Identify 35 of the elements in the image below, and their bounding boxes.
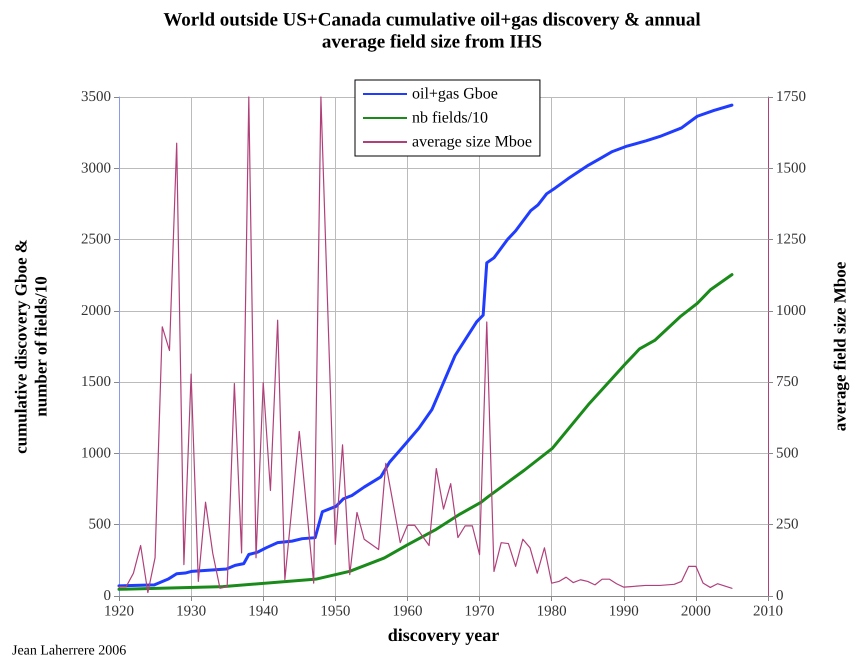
y2-tick-label: 500	[776, 445, 798, 462]
y-tick-label: 3500	[81, 89, 111, 105]
y-tick-label: 2000	[81, 302, 111, 319]
y2-tick-label: 1750	[776, 89, 806, 105]
y-tick-label: 500	[88, 516, 111, 533]
x-tick-label: 1970	[464, 604, 495, 620]
x-tick-label: 1960	[392, 604, 422, 620]
legend-label: nb fields/10	[412, 110, 488, 126]
y-tick-label: 3000	[81, 160, 111, 176]
y-tick-label: 2500	[81, 232, 111, 248]
y-axis-title: cumulative discovery Gboe & number of fields/10	[12, 239, 50, 454]
x-tick-label: 2010	[753, 604, 783, 620]
y-tick-label: 1000	[81, 445, 111, 462]
x-axis-title: discovery year	[388, 625, 500, 645]
y-tick-label: 1500	[81, 374, 111, 390]
chart-title: World outside US+Canada cumulative oil+gas discovery & annual average field size from IHS	[163, 10, 701, 52]
y2-tick-label: 1000	[776, 302, 806, 319]
x-tick-label: 2000	[680, 604, 711, 620]
x-tick-label: 1940	[248, 604, 278, 620]
y2-tick-label: 750	[776, 374, 798, 390]
x-tick-label: 1950	[320, 604, 350, 620]
x-tick-label: 1930	[176, 604, 206, 620]
text: Jean Laherrere 2006	[12, 644, 126, 658]
y2-tick-label: 0	[776, 588, 784, 604]
line-series	[118, 273, 734, 591]
x-tick-label: 1920	[104, 604, 134, 620]
y2-tick-label: 1500	[776, 160, 806, 176]
legend-label: average size Mboe	[412, 134, 532, 150]
y2-tick-label: 1250	[776, 232, 806, 248]
x-tick-label: 1980	[536, 604, 567, 620]
x-tick-label: 1990	[608, 604, 639, 620]
y2-axis-title: average field size Mboe	[830, 261, 850, 432]
y2-tick-label: 250	[776, 516, 798, 533]
legend-label: oil+gas Gboe	[412, 86, 498, 102]
y-tick-label: 0	[104, 588, 111, 604]
